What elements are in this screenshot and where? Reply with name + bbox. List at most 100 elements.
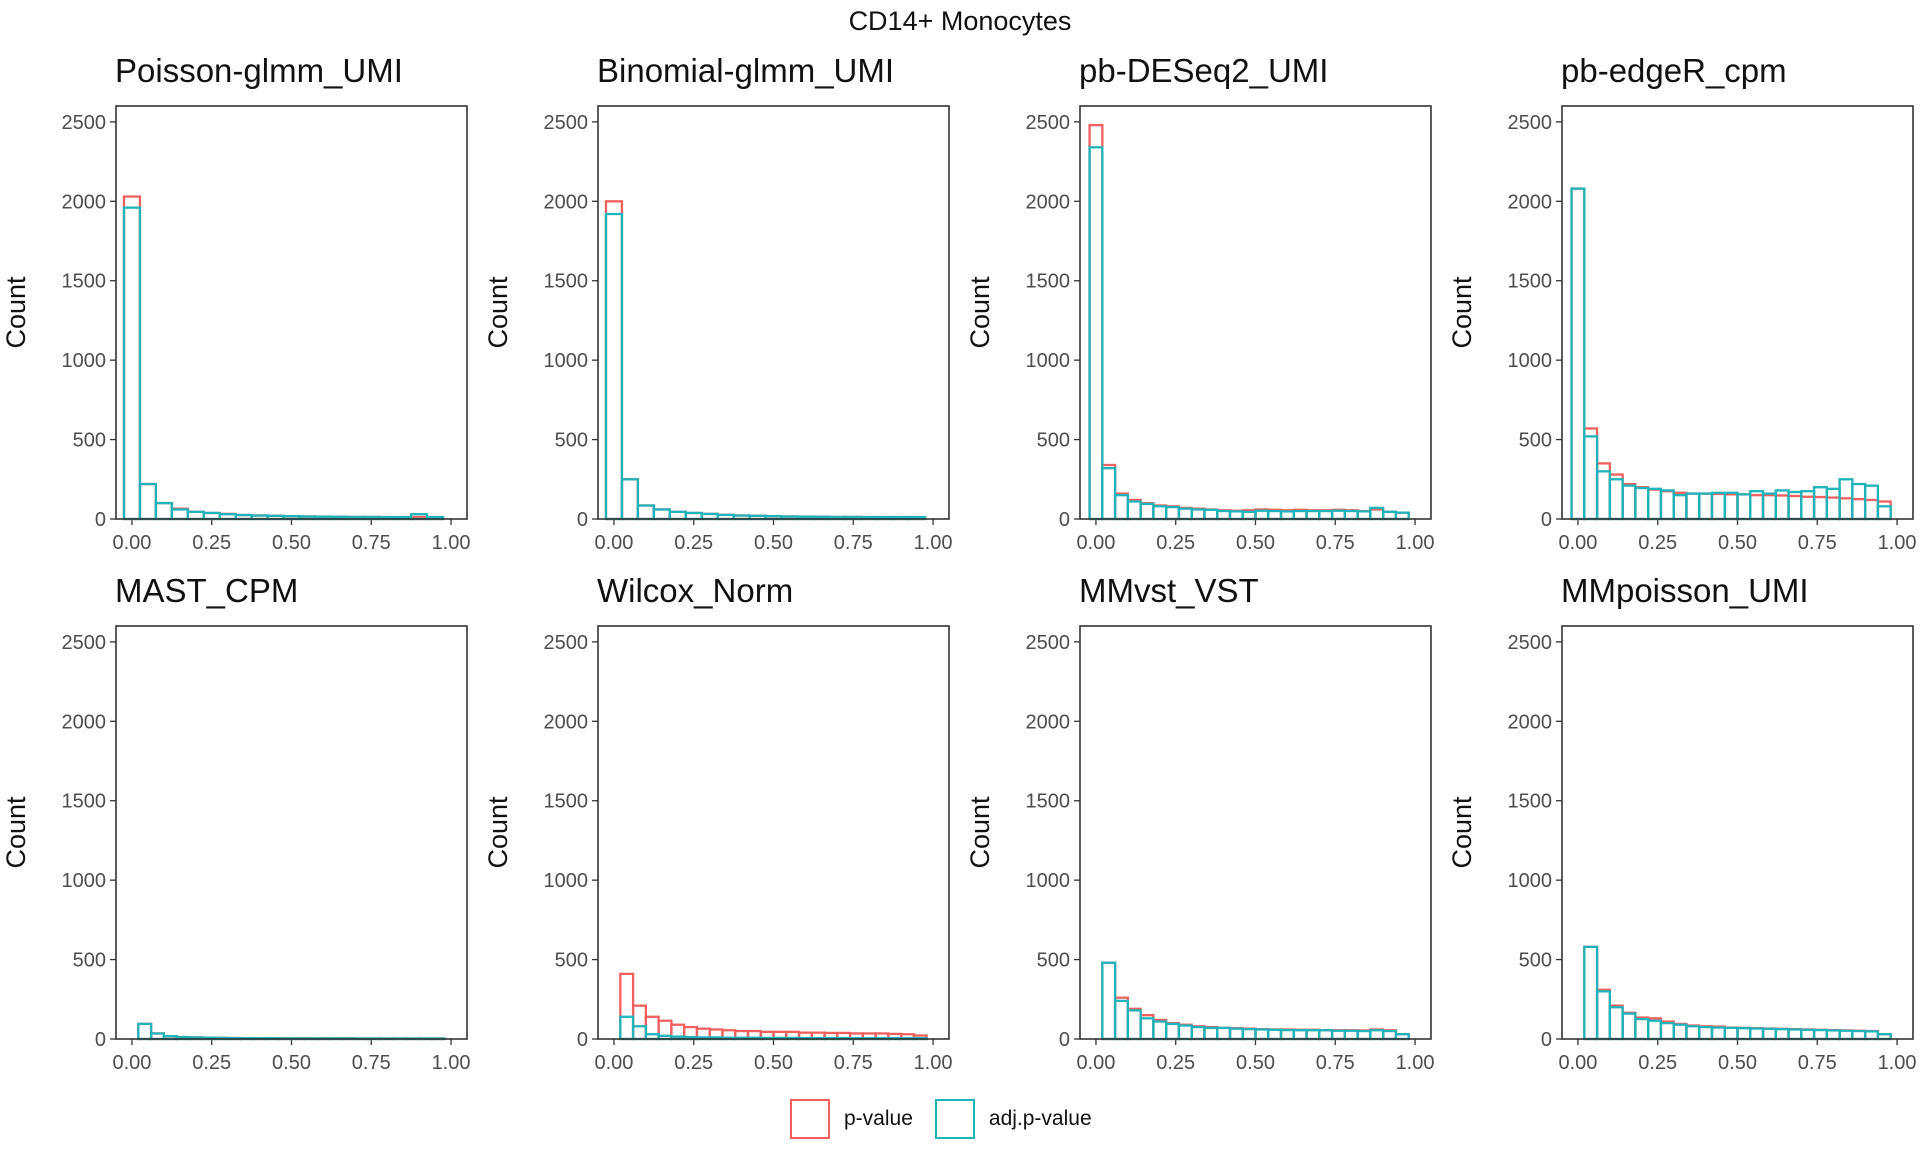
bar-p-value [1672,491,1688,521]
y-tick-label: 500 [555,950,588,972]
y-tick-label: 2500 [1026,112,1071,134]
y-axis-label: Count [1447,276,1477,349]
bar-adj-p-value [631,1025,648,1041]
bar-p-value [1838,497,1854,521]
x-tick-label: 0.00 [1076,532,1115,554]
bar-p-value [1863,498,1880,521]
legend-item-adj-p-value: adj.p-value [934,1099,1092,1139]
bar-adj-p-value [1749,1027,1765,1041]
y-tick-label: 500 [1037,950,1070,972]
bar-adj-p-value [1761,1027,1777,1041]
x-tick-label: 0.75 [834,532,873,554]
x-tick-label: 0.25 [1156,1052,1195,1074]
bar-adj-p-value [1634,486,1650,521]
y-tick-label: 500 [73,430,106,452]
bar-adj-p-value [1292,1029,1308,1041]
bar-adj-p-value [1787,1028,1803,1041]
bar-p-value [122,195,142,521]
bar-adj-p-value [1621,484,1637,521]
bar-adj-p-value [668,510,687,521]
x-tick-label: 0.75 [1316,1052,1355,1074]
bar-adj-p-value [1292,509,1308,521]
panel-title: MMvst_VST [1079,572,1259,609]
bar-p-value [1698,492,1714,521]
bar-adj-p-value [1165,505,1181,521]
bar-adj-p-value [1177,1024,1193,1041]
bar-adj-p-value [1113,494,1130,521]
bar-adj-p-value [1659,1021,1675,1041]
y-tick-label: 1000 [544,350,589,372]
y-tick-label: 500 [555,430,588,452]
bar-p-value [1152,504,1168,521]
bar-p-value [1774,1027,1790,1041]
y-tick-label: 1000 [62,350,107,372]
panel-wilcox-norm: Wilcox_Norm 0 500 1000 1500 2000 2500 0.00 0.25 0… [483,572,953,1074]
bar-adj-p-value [1330,1029,1346,1041]
y-axis-label: Count [1,796,31,869]
y-tick-label: 0 [95,509,106,531]
bar-p-value [1634,1016,1650,1041]
bar-adj-p-value [1723,491,1739,521]
legend-label-p-value: p-value [844,1107,913,1130]
bar-adj-p-value [1595,990,1612,1041]
y-tick-label: 0 [577,1029,588,1051]
bar-adj-p-value [1126,500,1142,521]
y-tick-label: 1000 [62,870,107,892]
bar-p-value [1749,1027,1765,1041]
x-tick-label: 0.75 [1316,532,1355,554]
bar-p-value [1126,498,1142,521]
bar-p-value [1583,427,1599,521]
bar-adj-p-value [1736,493,1752,521]
bar-adj-p-value [1267,509,1283,521]
x-tick-label: 1.00 [914,1052,953,1074]
bar-adj-p-value [149,1032,166,1041]
bar-adj-p-value [1851,1029,1867,1041]
bar-p-value [1774,494,1790,521]
y-tick-label: 2500 [1026,632,1071,654]
x-tick-label: 1.00 [1396,1052,1435,1074]
bar-adj-p-value [1583,945,1599,1041]
bar-p-value [1761,494,1777,521]
bar-p-value [1254,1028,1270,1041]
y-tick-label: 0 [577,509,588,531]
x-tick-label: 0.50 [754,1052,793,1074]
y-tick-label: 2000 [1508,191,1553,213]
bar-p-value [1851,497,1867,521]
x-tick-label: 0.00 [1558,532,1597,554]
x-tick-label: 0.00 [1558,1052,1597,1074]
x-tick-label: 0.50 [272,1052,311,1074]
y-tick-label: 2500 [544,632,589,654]
y-tick-label: 1500 [1508,271,1553,293]
x-tick-label: 0.25 [1638,532,1677,554]
bar-adj-p-value [1101,467,1117,521]
panel-frame [1079,625,1432,1040]
y-tick-label: 500 [1519,950,1552,972]
y-axis-label: Count [483,796,513,869]
x-tick-label: 0.00 [594,532,633,554]
bar-adj-p-value [1851,482,1867,521]
bar-p-value [644,1015,660,1041]
bar-adj-p-value [1774,1028,1790,1041]
bar-adj-p-value [138,482,158,521]
bar-p-value [1139,501,1155,521]
y-tick-label: 2000 [1508,711,1553,733]
bar-adj-p-value [1190,508,1206,521]
bar-p-value [1369,508,1385,521]
bar-adj-p-value [1647,1019,1663,1041]
bar-p-value [1101,961,1117,1041]
bar-adj-p-value [1177,507,1193,521]
bar-p-value [1787,494,1803,521]
bar-adj-p-value [1241,510,1257,521]
bar-p-value [1800,495,1816,521]
x-tick-label: 0.25 [674,532,713,554]
bar-adj-p-value [620,478,640,521]
bar-p-value [1723,1026,1739,1041]
y-tick-label: 2000 [62,191,107,213]
facet-grid: Poisson-glmm_UMI 0 500 1000 1500 2000 2500 0.00… [1,52,1917,1074]
bar-adj-p-value [1165,1022,1181,1041]
y-tick-label: 1000 [1026,870,1071,892]
x-tick-label: 0.75 [352,532,391,554]
panel-frame [115,625,468,1040]
y-tick-label: 2000 [1026,711,1071,733]
bar-p-value [652,508,671,521]
